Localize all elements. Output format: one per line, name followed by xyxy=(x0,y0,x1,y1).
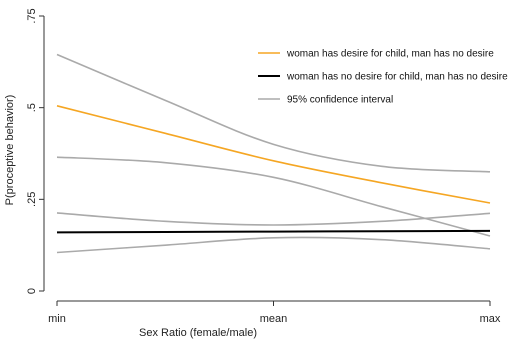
x-ticks: min mean max xyxy=(48,301,501,325)
x-axis-title: Sex Ratio (female/male) xyxy=(139,327,257,339)
y-ticks: 0 .25 .5 .75 xyxy=(26,8,44,294)
series-line xyxy=(56,212,491,226)
y-axis: 0 .25 .5 .75 P(proceptive behavior) xyxy=(4,8,45,294)
plot-lines xyxy=(56,53,491,254)
y-tick-label: 0 xyxy=(26,288,38,294)
legend-label: 95% confidence interval xyxy=(287,95,393,106)
series-line xyxy=(56,236,491,254)
series-line xyxy=(56,229,491,234)
legend-label: woman has no desire for child, man has n… xyxy=(286,72,508,83)
y-tick-label: .5 xyxy=(26,103,38,112)
series-line xyxy=(56,156,491,237)
x-tick-label: mean xyxy=(260,313,288,325)
y-tick-label: .25 xyxy=(26,192,38,207)
series-line xyxy=(56,53,491,173)
x-axis: min mean max Sex Ratio (female/male) xyxy=(48,300,501,339)
series-line xyxy=(56,105,491,204)
y-axis-title: P(proceptive behavior) xyxy=(4,95,16,206)
y-tick-label: .75 xyxy=(26,8,38,23)
legend: woman has desire for child, man has no d… xyxy=(258,49,508,106)
legend-label: woman has desire for child, man has no d… xyxy=(286,49,494,60)
x-tick-label: min xyxy=(48,313,66,325)
x-tick-label: max xyxy=(480,313,501,325)
